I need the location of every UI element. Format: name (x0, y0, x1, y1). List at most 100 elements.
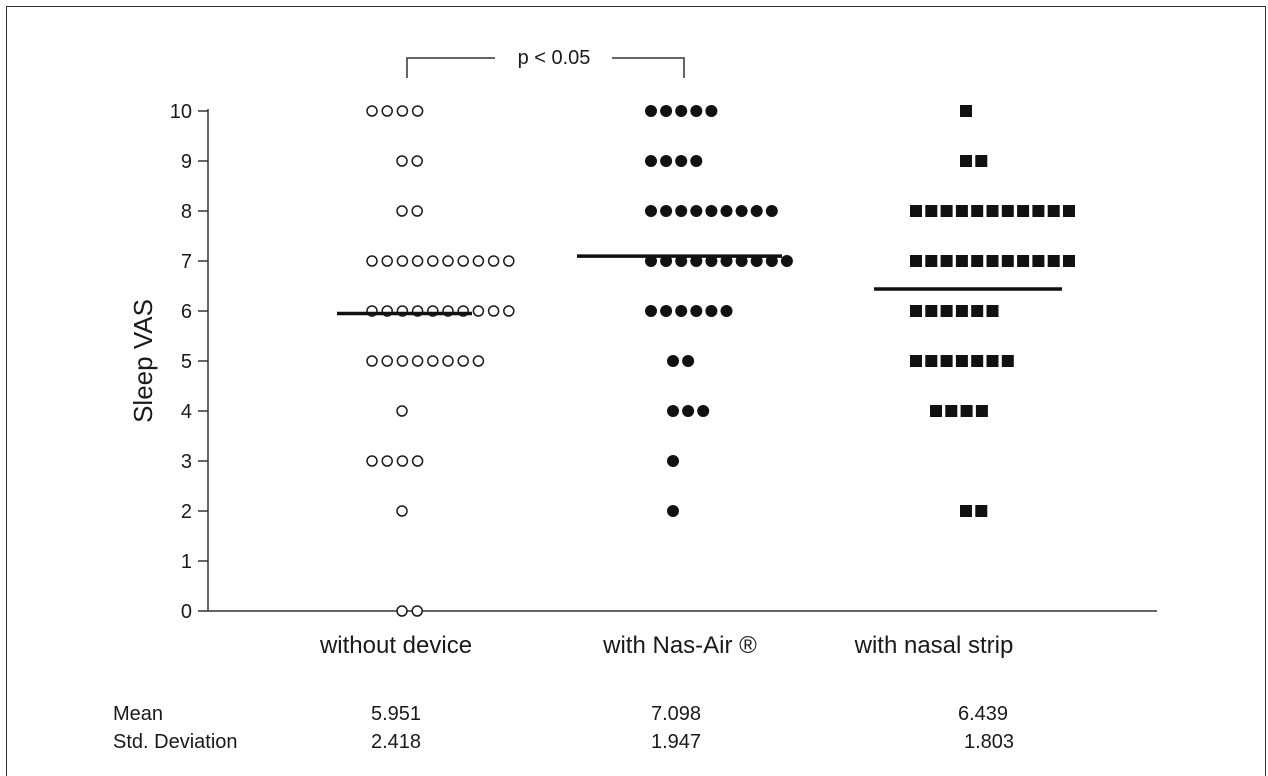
data-point (971, 205, 984, 217)
data-point (645, 255, 657, 267)
data-point (986, 305, 999, 317)
y-tick-label: 7 (181, 251, 192, 273)
data-point (427, 255, 439, 267)
data-point (986, 205, 999, 217)
data-point (975, 505, 988, 517)
data-point (411, 255, 424, 267)
data-point (1063, 205, 1075, 217)
data-point (396, 205, 408, 217)
data-point (690, 255, 703, 267)
data-point (487, 305, 500, 317)
mean-value-nasal-strip: 6.439 (958, 703, 1009, 725)
data-point (1017, 255, 1030, 267)
data-point (396, 105, 409, 117)
data-point (660, 205, 673, 217)
data-point (925, 255, 938, 267)
data-point (940, 205, 953, 217)
std-label: Std. Deviation (113, 731, 238, 753)
data-point (1047, 255, 1060, 267)
data-point (780, 255, 793, 267)
data-point (645, 205, 657, 217)
y-tick-label: 4 (181, 401, 192, 423)
data-point (660, 305, 673, 317)
data-point (1001, 355, 1014, 367)
data-point (735, 255, 748, 267)
data-point (396, 455, 409, 467)
data-point (690, 305, 703, 317)
data-point (705, 305, 718, 317)
data-point (682, 405, 695, 417)
data-point (366, 255, 378, 267)
std-value-nasal-strip: 1.803 (964, 731, 1015, 753)
data-point (735, 205, 748, 217)
data-point (645, 305, 657, 317)
data-point (472, 305, 485, 317)
data-point (1032, 205, 1045, 217)
data-point (925, 355, 938, 367)
data-point (720, 305, 733, 317)
data-point (457, 355, 469, 367)
data-point (1032, 255, 1045, 267)
y-tick-label: 2 (181, 501, 192, 523)
data-point (442, 355, 454, 367)
y-tick-label: 8 (181, 201, 192, 223)
data-point (960, 405, 973, 417)
data-point (396, 405, 408, 417)
data-point (940, 355, 953, 367)
data-point (667, 355, 679, 367)
data-point (675, 255, 688, 267)
data-point (1001, 255, 1014, 267)
data-point (396, 255, 409, 267)
data-point (396, 605, 408, 617)
data-point (945, 405, 958, 417)
data-point (366, 355, 378, 367)
y-tick-label: 5 (181, 351, 192, 373)
mean-label: Mean (113, 703, 164, 725)
data-point (381, 455, 393, 467)
y-axis-label: Sleep VAS (128, 299, 158, 423)
data-point (660, 155, 673, 167)
y-tick-label: 1 (181, 551, 192, 573)
chart-frame (6, 6, 1266, 776)
significance-bracket-left (406, 57, 495, 78)
data-point (971, 355, 984, 367)
data-point (411, 205, 423, 217)
data-point (690, 105, 703, 117)
data-point (720, 255, 733, 267)
data-point (645, 105, 657, 117)
data-point (955, 255, 968, 267)
y-tick-label: 0 (181, 601, 192, 623)
data-point (675, 205, 688, 217)
data-point (971, 255, 984, 267)
data-point (675, 105, 688, 117)
data-point (667, 455, 679, 467)
data-point (690, 205, 703, 217)
data-point (411, 105, 424, 117)
data-point (925, 205, 938, 217)
data-point (660, 255, 673, 267)
data-point (667, 505, 679, 517)
data-point (366, 455, 378, 467)
data-point (503, 255, 515, 267)
data-point (690, 155, 703, 167)
data-point (1047, 205, 1060, 217)
data-point (381, 255, 393, 267)
data-point (411, 605, 423, 617)
data-point (487, 255, 500, 267)
data-point (925, 305, 938, 317)
data-point (675, 305, 688, 317)
data-point (396, 355, 409, 367)
data-point (472, 255, 485, 267)
data-point (955, 205, 968, 217)
data-point (381, 105, 393, 117)
data-point (960, 105, 972, 117)
data-point (765, 205, 778, 217)
data-point (1001, 205, 1014, 217)
data-point (940, 255, 953, 267)
data-point (396, 155, 408, 167)
significance-bracket-right (612, 57, 685, 78)
data-point (930, 405, 942, 417)
std-value-without-device: 2.418 (371, 731, 422, 753)
